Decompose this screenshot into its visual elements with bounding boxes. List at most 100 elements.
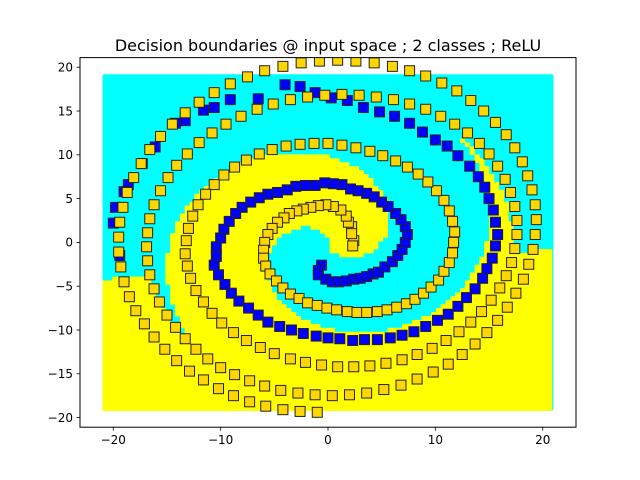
class-0-point-93 — [294, 81, 306, 93]
class-1-point-43 — [443, 257, 455, 269]
class-1-point-170 — [527, 243, 539, 255]
class-0-point-50 — [243, 302, 255, 314]
decision-region-cell-53 — [170, 288, 273, 293]
class-1-point-61 — [294, 138, 306, 150]
class-1-point-137 — [141, 241, 153, 253]
class-0-point-84 — [429, 134, 441, 146]
class-1-point-154 — [326, 390, 338, 402]
decision-region-cell-44 — [170, 300, 282, 305]
decision-region-cell-120 — [484, 181, 500, 187]
class-0-point-60 — [359, 334, 371, 346]
class-1-point-74 — [179, 248, 191, 260]
class-1-point-58 — [336, 139, 348, 151]
decision-region-cell-125 — [223, 170, 364, 175]
class-1-point-202 — [135, 158, 147, 170]
class-0-point-75 — [492, 229, 504, 241]
class-1-point-125 — [251, 103, 263, 115]
decision-region-cell-131 — [247, 158, 340, 163]
class-1-point-45 — [448, 236, 460, 248]
class-1-point-132 — [162, 172, 174, 184]
class-0-point-20 — [390, 207, 402, 219]
class-1-point-164 — [481, 327, 493, 339]
class-1-point-60 — [308, 137, 320, 149]
class-0-point-78 — [483, 193, 495, 205]
class-1-point-205 — [117, 201, 129, 213]
class-1-point-196 — [208, 87, 220, 99]
class-0-point-61 — [371, 334, 383, 346]
decision-region-cell-114 — [489, 193, 504, 199]
class-1-point-104 — [511, 229, 523, 241]
decision-region-cell-67 — [474, 268, 553, 274]
class-1-point-124 — [267, 98, 279, 110]
decision-region-cell-8 — [102, 375, 553, 380]
class-0-point-33 — [281, 184, 293, 196]
decision-region-cell-60 — [464, 280, 553, 285]
decision-region-cell-127 — [232, 166, 359, 171]
class-1-point-149 — [244, 375, 256, 387]
class-1-point-140 — [148, 283, 160, 295]
class-1-point-190 — [313, 57, 325, 67]
class-0-point-38 — [236, 201, 248, 213]
class-1-point-81 — [228, 327, 240, 339]
class-1-point-59 — [322, 137, 334, 149]
class-1-point-123 — [284, 94, 296, 106]
decision-region-cell-27 — [402, 323, 553, 329]
class-0-point-69 — [460, 292, 472, 304]
decision-region-cell-47 — [170, 296, 277, 301]
class-1-point-65 — [240, 154, 252, 166]
class-1-point-118 — [370, 91, 382, 103]
class-1-point-219 — [212, 383, 224, 395]
decision-region-cell-23 — [184, 327, 335, 333]
class-1-point-143 — [170, 321, 182, 333]
class-1-point-168 — [517, 273, 529, 285]
decision-region-cell-137 — [464, 142, 471, 147]
class-0-point-94 — [279, 79, 291, 91]
decision-region-cell-31 — [102, 315, 171, 321]
class-1-point-167 — [510, 287, 522, 299]
decision-region-cell-76 — [484, 252, 553, 258]
decision-region-cell-35 — [175, 312, 297, 317]
class-1-point-30 — [331, 304, 343, 316]
class-1-point-197 — [193, 96, 205, 108]
class-0-point-54 — [285, 324, 297, 336]
x-tick-label-0: 0 — [324, 433, 332, 447]
class-0-point-67 — [442, 308, 454, 320]
class-1-point-75 — [181, 260, 193, 272]
class-1-point-178 — [500, 129, 512, 141]
decision-region-cell-29 — [179, 319, 311, 325]
class-1-point-180 — [478, 105, 490, 117]
class-0-point-39 — [230, 207, 242, 219]
class-1-point-153 — [309, 389, 321, 401]
class-1-point-120 — [336, 88, 348, 100]
class-1-point-215 — [159, 343, 171, 355]
class-1-point-139 — [144, 269, 156, 281]
class-1-point-48 — [443, 205, 455, 217]
class-1-point-115 — [420, 103, 432, 115]
decision-region-cell-93 — [175, 229, 292, 234]
class-1-point-103 — [509, 243, 521, 255]
class-1-point-192 — [277, 60, 289, 72]
class-1-point-50 — [430, 185, 442, 197]
class-1-point-179 — [489, 116, 501, 128]
class-1-point-76 — [185, 272, 197, 284]
class-0-point-49 — [233, 295, 245, 307]
class-1-point-218 — [197, 374, 209, 386]
class-0-point-64 — [408, 326, 420, 338]
class-1-point-44 — [447, 247, 459, 259]
decision-region-cell-12 — [102, 359, 553, 364]
class-1-point-39 — [418, 287, 430, 299]
decision-region-cell-33 — [421, 315, 553, 321]
decision-region-cell-41 — [175, 304, 287, 309]
class-0-point-55 — [297, 327, 309, 339]
class-1-point-212 — [130, 305, 142, 317]
decision-region-cell-43 — [102, 300, 161, 305]
class-1-point-68 — [208, 179, 220, 191]
class-1-point-23 — [270, 275, 282, 287]
y-axis-ticks: −20 −15 −10 −5 0 5 10 15 20 — [48, 61, 80, 425]
class-1-point-32 — [351, 306, 363, 318]
class-0-point-70 — [469, 283, 481, 295]
decision-region-cell-136 — [469, 146, 475, 151]
decision-region-cell-113 — [194, 193, 384, 199]
class-1-point-72 — [182, 222, 194, 234]
y-tick-label--5: −5 — [55, 279, 73, 293]
